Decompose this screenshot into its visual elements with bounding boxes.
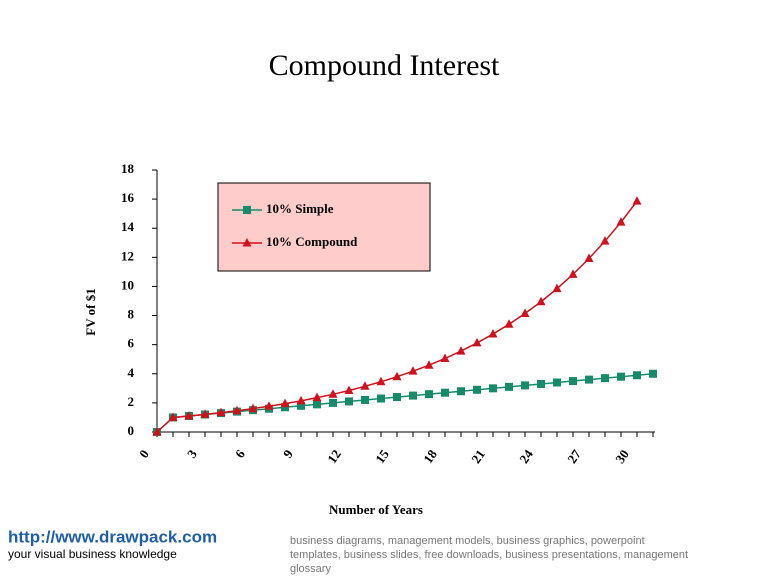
marker <box>328 389 338 398</box>
footer-tagline: your visual business knowledge <box>8 547 177 561</box>
marker <box>456 346 466 355</box>
marker <box>536 296 546 306</box>
x-tick-label: 9 <box>280 446 296 460</box>
y-tick-label: 14 <box>121 219 135 234</box>
marker <box>281 403 289 412</box>
marker <box>600 236 610 245</box>
marker <box>601 374 609 383</box>
y-tick-label: 4 <box>128 365 135 380</box>
x-tick-label: 15 <box>372 446 392 466</box>
y-axis-label: FV of $1 <box>83 288 98 335</box>
marker <box>264 401 274 410</box>
legend-label: 10% Simple <box>266 201 334 216</box>
x-tick-label: 30 <box>612 447 632 466</box>
marker <box>392 371 402 381</box>
x-tick-label: 6 <box>232 446 248 460</box>
y-tick-label: 12 <box>121 248 134 263</box>
marker <box>345 397 353 406</box>
marker <box>441 388 449 397</box>
y-tick-label: 16 <box>121 190 135 205</box>
marker <box>521 381 529 390</box>
marker <box>489 384 497 393</box>
marker <box>584 253 594 262</box>
x-tick-label: 27 <box>564 446 584 466</box>
y-tick-label: 0 <box>128 423 135 438</box>
x-tick-label: 24 <box>516 446 536 466</box>
marker <box>568 269 578 278</box>
marker <box>440 353 450 362</box>
marker <box>424 360 434 369</box>
legend-box <box>217 182 431 272</box>
marker <box>408 366 418 375</box>
marker <box>232 405 242 415</box>
marker <box>377 394 385 403</box>
y-tick-label: 18 <box>121 161 135 176</box>
marker <box>393 393 401 402</box>
marker <box>425 390 433 399</box>
y-tick-label: 6 <box>128 336 135 351</box>
footer-keywords: glossary <box>290 563 331 575</box>
marker <box>616 217 626 226</box>
marker <box>585 375 593 384</box>
marker <box>329 398 337 407</box>
marker <box>504 319 514 328</box>
x-tick-label: 0 <box>136 447 152 461</box>
series-line <box>156 373 654 433</box>
marker <box>152 427 162 436</box>
y-tick-label: 2 <box>128 394 135 409</box>
marker <box>520 308 530 318</box>
marker <box>184 410 194 420</box>
marker <box>472 337 482 347</box>
marker <box>344 385 354 395</box>
marker <box>553 378 561 387</box>
marker <box>409 391 417 400</box>
footer-url[interactable]: http://www.drawpack.com <box>8 527 217 546</box>
marker <box>633 371 641 380</box>
marker <box>569 377 577 386</box>
marker <box>488 329 498 338</box>
marker <box>200 409 210 418</box>
y-tick-label: 8 <box>128 307 135 322</box>
marker <box>552 283 562 293</box>
marker <box>312 392 322 402</box>
marker <box>505 382 513 391</box>
marker <box>649 369 657 378</box>
x-axis-label: Number of Years <box>329 502 423 517</box>
marker <box>376 376 386 386</box>
marker <box>297 401 305 410</box>
marker <box>360 381 370 390</box>
marker <box>457 387 465 396</box>
x-tick-label: 18 <box>420 446 440 466</box>
marker <box>216 407 226 417</box>
marker <box>537 379 545 388</box>
marker <box>280 398 290 408</box>
x-tick-label: 21 <box>468 447 488 466</box>
marker <box>243 206 251 214</box>
marker <box>168 412 178 421</box>
marker <box>248 403 258 413</box>
y-tick-label: 10 <box>121 277 134 292</box>
marker <box>313 400 321 409</box>
marker <box>361 395 369 404</box>
legend-label: 10% Compound <box>266 234 358 249</box>
marker <box>296 395 306 405</box>
footer-keywords: business diagrams, management models, bu… <box>290 535 645 547</box>
x-tick-label: 3 <box>184 446 200 460</box>
chart-title: Compound Interest <box>269 49 500 82</box>
marker <box>242 238 252 247</box>
footer-keywords: templates, business slides, free downloa… <box>290 549 688 561</box>
x-tick-label: 12 <box>324 447 344 466</box>
marker <box>617 372 625 381</box>
marker <box>473 385 481 394</box>
marker <box>632 196 642 205</box>
